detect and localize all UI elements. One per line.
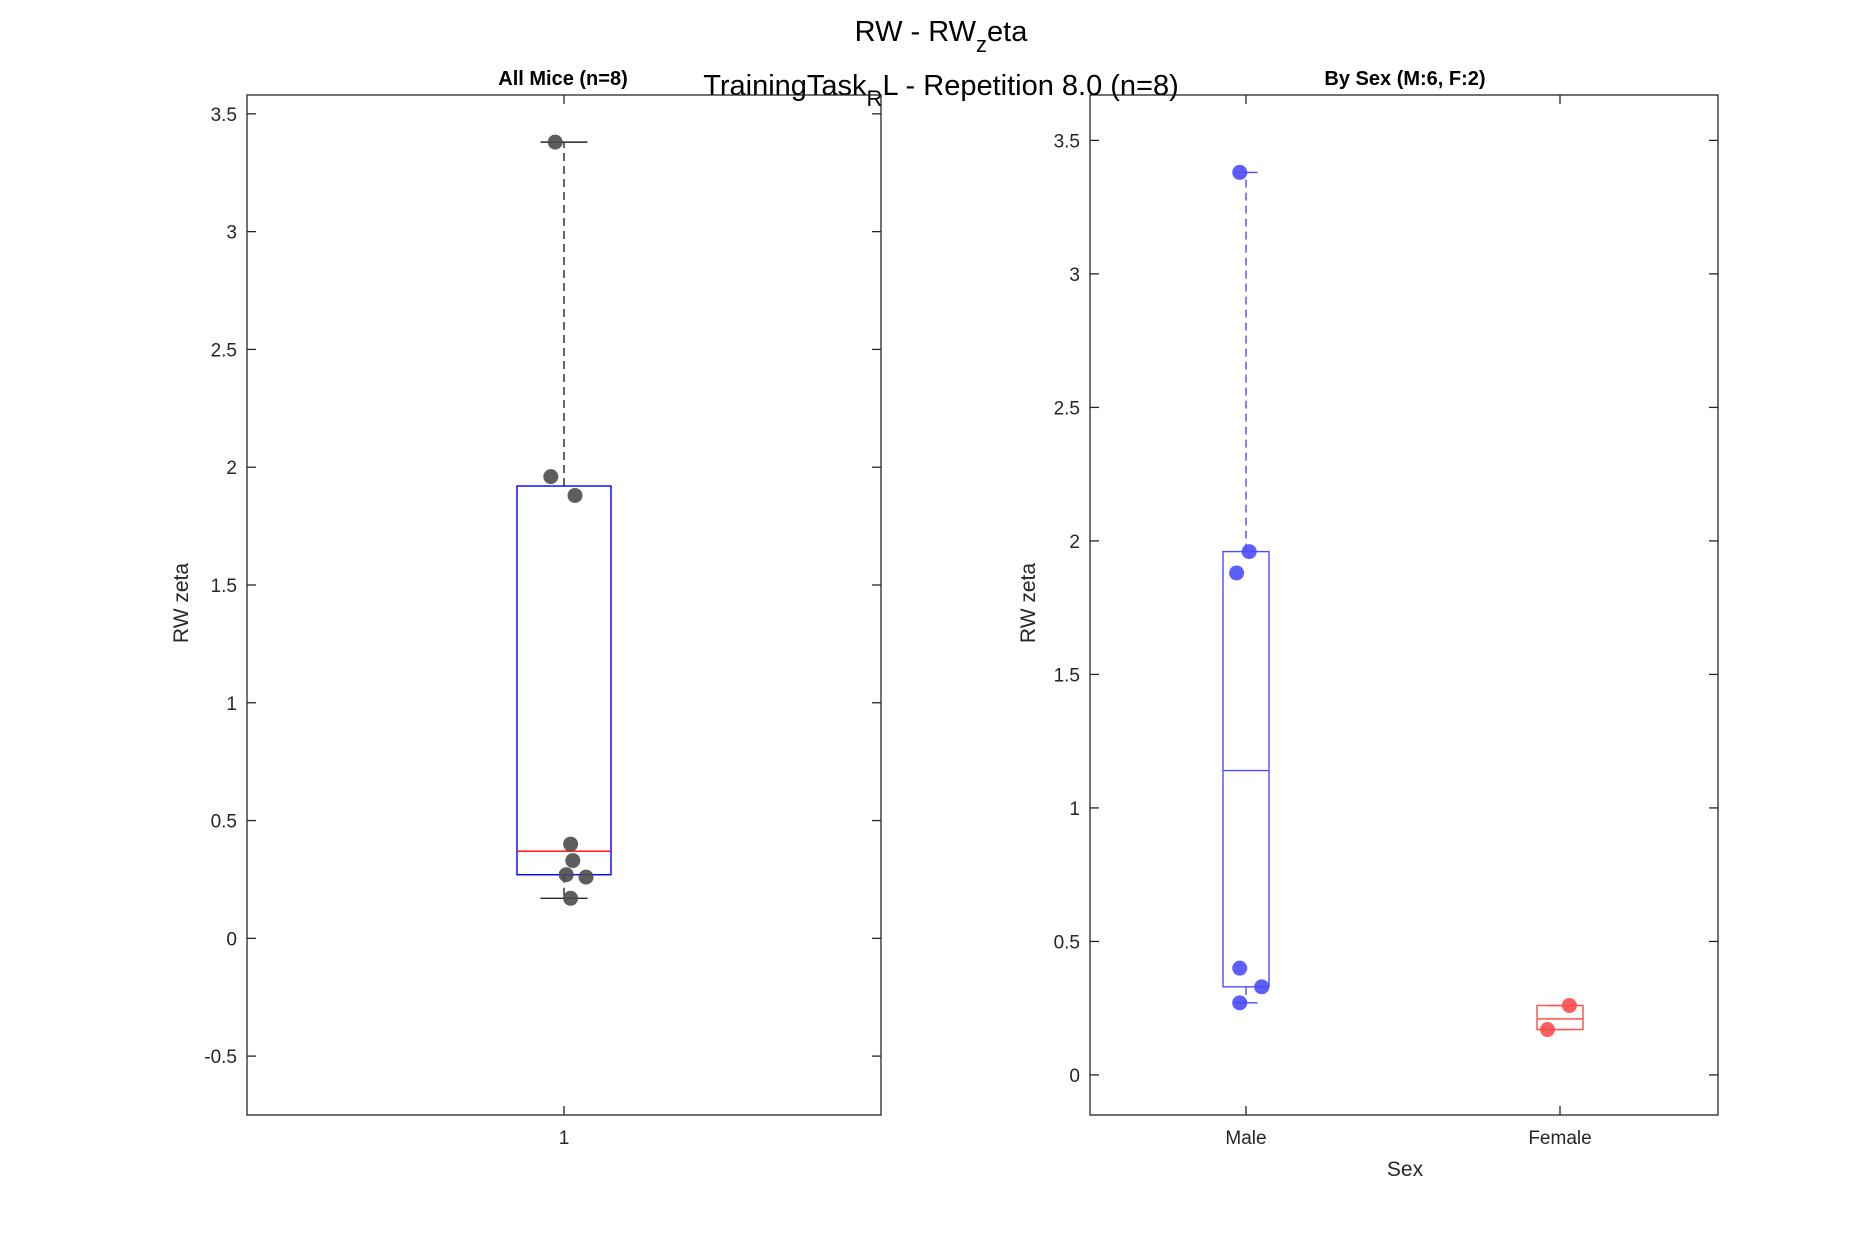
all-mice-ytick-label: 2.5: [211, 340, 237, 361]
by-sex-box: [1222, 550, 1270, 988]
panel-all-mice-marks: -0.5 0 0.5 1 1.5 2 2.5 3 3.5 1: [204, 94, 882, 1149]
by-sex-data-point: [1241, 544, 1257, 560]
all-mice-ytick-label: 0.5: [211, 812, 237, 833]
by-sex-ytick-label: 0.5: [1054, 932, 1080, 953]
panel-by-sex-title: By Sex (M:6, F:2): [1324, 68, 1485, 90]
figure-title-main: RW - RW: [855, 16, 977, 48]
figure-title: RW - RWzeta: [855, 16, 1029, 57]
panel-by-sex-marks: 0 0.5 1 1.5 2 2.5 3 3.5 Male Female: [1054, 94, 1719, 1149]
by-sex-ytick-label: 3.5: [1054, 131, 1080, 152]
all-mice-ytick-label: -0.5: [204, 1047, 237, 1068]
panel-by-sex: By Sex (M:6, F:2) RW zeta Sex 0 0.5 1 1.5 2 2…: [1017, 68, 1719, 1181]
by-sex-data-point: [1229, 565, 1245, 581]
by-sex-axes-frame: [1089, 94, 1719, 1116]
by-sex-box: [1536, 1004, 1584, 1031]
panel-all-mice-ylabel: RW zeta: [170, 563, 193, 643]
all-mice-data-point: [558, 867, 574, 883]
panel-by-sex-xlabel: Sex: [1387, 1158, 1424, 1181]
by-sex-data-point: [1232, 960, 1248, 976]
all-mice-data-point: [565, 853, 581, 869]
by-sex-data-point: [1539, 1022, 1555, 1038]
by-sex-ytick-label: 1.5: [1054, 665, 1080, 686]
all-mice-data-point: [547, 134, 563, 150]
all-mice-data-point: [563, 836, 579, 852]
by-sex-xtick-label: Male: [1225, 1128, 1266, 1149]
by-sex-data-point: [1561, 998, 1577, 1014]
figure-subtitle-main: TrainingTask: [703, 70, 867, 102]
all-mice-data-point: [578, 869, 594, 885]
figure-subtitle-tail: L - Repetition 8.0 (n=8): [882, 70, 1178, 102]
all-mice-ytick-label: 2: [226, 458, 237, 479]
by-sex-xtick-label: Female: [1528, 1128, 1591, 1149]
all-mice-ytick-label: 0: [226, 929, 237, 950]
panel-by-sex-ylabel: RW zeta: [1017, 563, 1040, 643]
all-mice-ytick-label: 3: [226, 223, 237, 244]
panel-all-mice-title: All Mice (n=8): [498, 68, 627, 90]
by-sex-data-point: [1232, 164, 1248, 180]
by-sex-ytick-label: 2.5: [1054, 398, 1080, 419]
figure-title-subscript: z: [976, 32, 987, 57]
by-sex-ytick-label: 1: [1069, 799, 1080, 820]
panel-all-mice: All Mice (n=8) RW zeta -0.5 0 0.5 1 1.5 2 2.5 3…: [170, 68, 882, 1149]
all-mice-ytick-label: 1: [226, 694, 237, 715]
by-sex-ytick-label: 3: [1069, 265, 1080, 286]
all-mice-ytick-label: 3.5: [211, 105, 237, 126]
by-sex-ytick-label: 0: [1069, 1066, 1080, 1087]
all-mice-ytick-label: 1.5: [211, 576, 237, 597]
figure-subtitle: TrainingTaskRL - Repetition 8.0 (n=8): [703, 70, 1179, 111]
all-mice-data-point: [567, 487, 583, 503]
all-mice-box: [516, 485, 612, 876]
all-mice-data-point: [543, 469, 559, 485]
figure-subtitle-subscript: R: [867, 86, 883, 111]
all-mice-data-point: [563, 890, 579, 906]
by-sex-ytick-label: 2: [1069, 532, 1080, 553]
all-mice-xtick-label: 1: [559, 1128, 570, 1149]
by-sex-data-point: [1232, 995, 1248, 1011]
by-sex-data-point: [1254, 979, 1270, 995]
figure-title-tail: eta: [987, 16, 1028, 48]
